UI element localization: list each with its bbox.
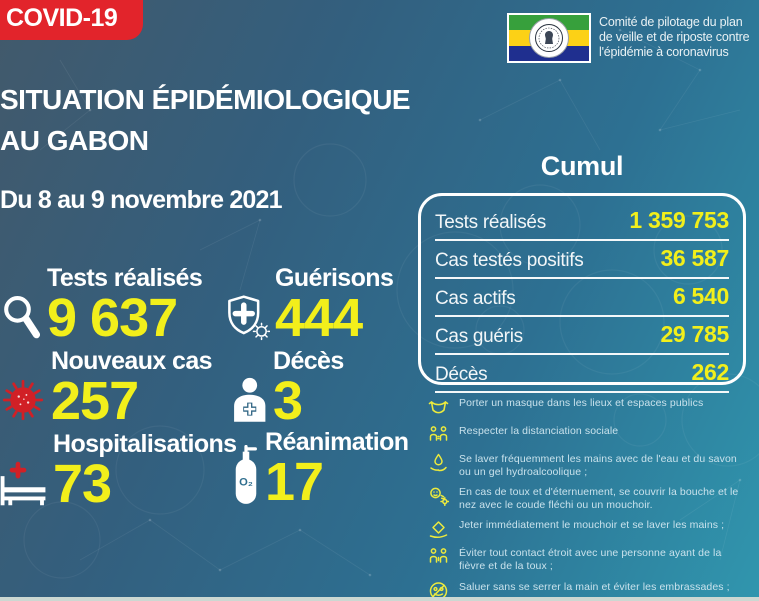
page-title-line2: AU GABON: [0, 124, 149, 156]
cumul-title: Cumul: [540, 151, 624, 181]
stat-value: 9 637: [47, 288, 178, 348]
list-item: Éviter tout contact étroit avec une pers…: [428, 547, 750, 572]
hand-wash-icon: [428, 453, 450, 473]
cumul-row-label: Cas testés positifs: [435, 250, 584, 271]
stat-hospitalisations: Hospitalisations 73: [0, 430, 237, 514]
oxygen-tank-icon: O₂: [232, 444, 260, 505]
bottom-strip: [0, 597, 759, 601]
avoid-contact-icon: [428, 547, 450, 567]
gabon-seal-icon: [535, 24, 563, 52]
stat-label: Hospitalisations: [53, 430, 237, 458]
stat-value: 444: [275, 288, 363, 348]
tissue-icon: [428, 519, 450, 539]
stat-guerisons: Guérisons 444: [226, 264, 394, 348]
cumul-row: Cas actifs 6 540: [435, 279, 729, 317]
cumul-row-value: 262: [691, 359, 730, 385]
committee-caption-line1: Comité de pilotage du plan: [599, 15, 743, 29]
social-distance-icon: [428, 425, 450, 445]
stat-reanimation: O₂ Réanimation 17: [232, 428, 409, 512]
hospital-bed-icon: [0, 459, 48, 507]
list-item: Saluer sans se serrer la main et éviter …: [428, 581, 750, 601]
cumul-row-label: Tests réalisés: [435, 212, 546, 233]
list-item: En cas de toux et d'éternuement, se couv…: [428, 486, 750, 511]
guideline-text: En cas de toux et d'éternuement, se couv…: [459, 486, 739, 511]
magnifier-icon: [2, 294, 42, 341]
cumul-row: Tests réalisés 1 359 753: [435, 203, 729, 241]
cumul-row: Cas testés positifs 36 587: [435, 241, 729, 279]
list-item: Se laver fréquemment les mains avec de l…: [428, 453, 750, 478]
stat-tests-realises: Tests réalisés 9 637: [2, 264, 203, 348]
cumul-row-value: 1 359 753: [629, 207, 729, 233]
virus-icon: [0, 376, 46, 424]
cumul-row: Cas guéris 29 785: [435, 317, 729, 355]
cumul-row-label: Cas guéris: [435, 326, 523, 347]
committee-caption-line3: l'épidémie à coronavirus: [599, 44, 729, 59]
guidelines-list: Porter un masque dans les lieux et espac…: [428, 397, 750, 601]
list-item: Respecter la distanciation sociale: [428, 425, 750, 445]
stat-label: Décès: [273, 347, 344, 375]
report-period: Du 8 au 9 novembre 2021: [0, 186, 283, 214]
cumul-panel: Tests réalisés 1 359 753 Cas testés posi…: [418, 193, 746, 393]
cumul-row-value: 6 540: [672, 283, 729, 309]
stat-value: 17: [265, 452, 324, 512]
cough-elbow-icon: [428, 486, 450, 507]
guideline-text: Respecter la distanciation sociale: [459, 425, 619, 437]
committee-caption-line2: de veille et de riposte contre: [599, 29, 750, 44]
stat-nouveaux-cas: Nouveaux cas 257: [0, 347, 213, 431]
shield-cross-icon: [226, 293, 270, 341]
cumul-row: Décès 262: [435, 355, 729, 393]
stat-label: Réanimation: [265, 428, 409, 456]
covid-banner: COVID-19: [0, 0, 144, 40]
covid-banner-label: COVID-19: [6, 4, 118, 32]
gabon-flag: [509, 15, 589, 61]
list-item: Jeter immédiatement le mouchoir et se la…: [428, 519, 750, 539]
cumul-row-label: Cas actifs: [435, 288, 516, 309]
committee-caption: Comité de pilotage du plan de veille et …: [599, 15, 750, 59]
page-title-line1: SITUATION ÉPIDÉMIOLOGIQUE: [0, 84, 411, 115]
list-item: Porter un masque dans les lieux et espac…: [428, 397, 750, 417]
mask-icon: [428, 397, 450, 417]
stat-label: Nouveaux cas: [51, 347, 213, 375]
person-cross-icon: [228, 376, 268, 424]
gabon-emblem: [529, 18, 569, 58]
guideline-text: Se laver fréquemment les mains avec de l…: [459, 453, 737, 478]
stat-value: 73: [53, 454, 112, 514]
guideline-text: Éviter tout contact étroit avec une pers…: [459, 547, 722, 572]
page-title: SITUATION ÉPIDÉMIOLOGIQUE AU GABON: [0, 80, 411, 161]
stat-label: Tests réalisés: [47, 264, 203, 292]
stat-value: 257: [51, 371, 139, 431]
stat-value: 3: [273, 371, 303, 431]
cumul-row-value: 36 587: [660, 245, 729, 271]
gabon-flag-logo: [507, 13, 591, 63]
guideline-text: Porter un masque dans les lieux et espac…: [459, 397, 704, 409]
guideline-text: Jeter immédiatement le mouchoir et se la…: [459, 519, 725, 532]
stat-deces: Décès 3: [228, 347, 344, 431]
oxygen-label: O₂: [239, 476, 253, 488]
guideline-text: Saluer sans se serrer la main et éviter …: [459, 580, 730, 593]
cumul-row-value: 29 785: [660, 321, 729, 347]
cumul-row-label: Décès: [435, 364, 488, 385]
stat-label: Guérisons: [275, 264, 394, 292]
